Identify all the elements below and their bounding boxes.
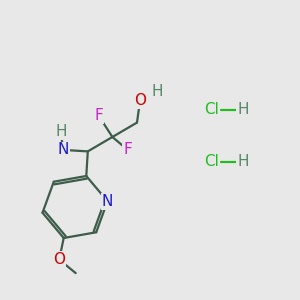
Text: N: N: [58, 142, 69, 158]
Text: N: N: [102, 194, 113, 209]
Text: F: F: [94, 109, 103, 124]
Text: H: H: [55, 124, 67, 140]
Text: Cl: Cl: [204, 154, 219, 169]
Text: H: H: [237, 102, 249, 117]
Text: H: H: [237, 154, 249, 169]
Text: H: H: [152, 84, 163, 99]
Text: Cl: Cl: [204, 102, 219, 117]
Text: O: O: [134, 94, 146, 109]
Text: O: O: [53, 252, 65, 267]
Text: F: F: [123, 142, 132, 157]
